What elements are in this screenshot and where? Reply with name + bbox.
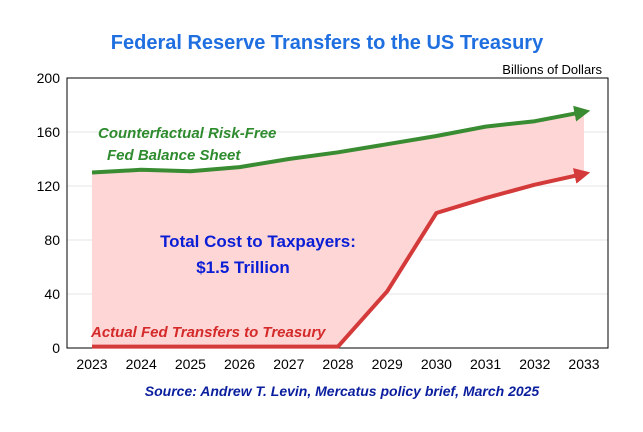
x-tick-label: 2026 [224, 356, 255, 372]
x-tick-label: 2023 [76, 356, 107, 372]
total-cost-label-line-1: Total Cost to Taxpayers: [160, 232, 356, 251]
x-tick-label: 2025 [175, 356, 206, 372]
chart-title: Federal Reserve Transfers to the US Trea… [111, 32, 544, 54]
x-axis-ticks: 2023 2024 2025 2026 2027 2028 2029 2030 2031 2032… [76, 356, 599, 372]
counterfactual-label-line-1: Counterfactual Risk-Free [98, 125, 276, 142]
x-tick-label: 2028 [322, 356, 353, 372]
y-tick-label: 80 [44, 232, 60, 248]
x-tick-label: 2024 [126, 356, 157, 372]
x-tick-label: 2033 [568, 356, 599, 372]
total-cost-label-line-2: $1.5 Trillion [196, 258, 290, 277]
unit-label: Billions of Dollars [502, 62, 602, 77]
counterfactual-label-line-2: Fed Balance Sheet [107, 147, 241, 164]
actual-transfers-label: Actual Fed Transfers to Treasury [90, 324, 326, 341]
x-tick-label: 2030 [421, 356, 452, 372]
x-tick-label: 2032 [519, 356, 550, 372]
x-tick-label: 2031 [470, 356, 501, 372]
source-note: Source: Andrew T. Levin, Mercatus policy… [145, 383, 540, 399]
x-tick-label: 2029 [372, 356, 403, 372]
y-axis-ticks: 0 40 80 120 160 200 [37, 70, 61, 356]
y-tick-label: 160 [37, 124, 61, 140]
actual-transfers-series-line [92, 168, 591, 349]
x-tick-label: 2027 [273, 356, 304, 372]
y-tick-label: 40 [44, 286, 60, 302]
y-tick-label: 120 [37, 178, 61, 194]
series-layer [91, 105, 591, 349]
counterfactual-series-line [91, 105, 591, 175]
y-tick-label: 200 [37, 70, 61, 86]
y-tick-label: 0 [52, 340, 60, 356]
